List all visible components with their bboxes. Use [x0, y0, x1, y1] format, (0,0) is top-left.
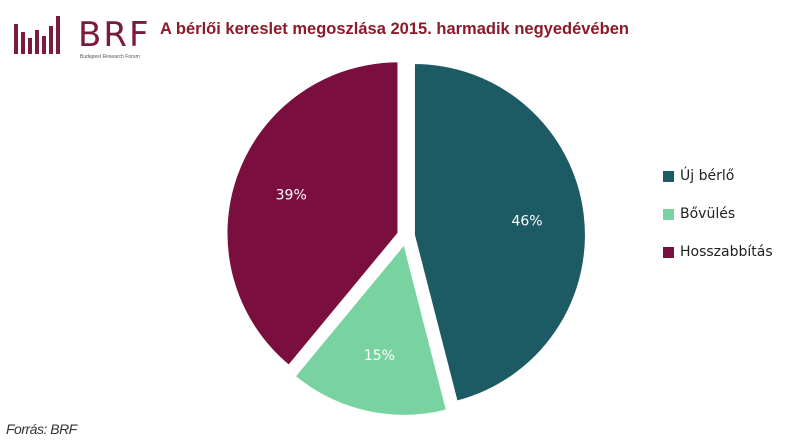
slice-data-label-1: 46% — [511, 214, 542, 230]
brf-logo: BRF Budapest Research Forum — [14, 10, 154, 60]
legend-label: Bővülés — [680, 206, 736, 222]
slice-data-label-2: 15% — [364, 348, 395, 364]
legend-item-3: Hosszabbítás — [663, 244, 773, 260]
logo-bars-icon — [14, 16, 60, 54]
pie-slice-2 — [293, 241, 449, 417]
pie-slice-3 — [225, 60, 400, 368]
legend-label: Új bérlő — [680, 168, 735, 184]
source-note: Forrás: BRF — [6, 421, 77, 437]
legend: Új bérlő Bővülés Hosszabbítás — [663, 168, 773, 282]
legend-swatch — [663, 170, 674, 182]
pie-slice-1 — [412, 61, 587, 403]
legend-swatch — [663, 246, 674, 258]
legend-item-2: Bővülés — [663, 206, 773, 222]
legend-item-1: Új bérlő — [663, 168, 773, 184]
slice-data-label-3: 39% — [276, 188, 307, 204]
legend-label: Hosszabbítás — [680, 244, 773, 260]
legend-swatch — [663, 208, 674, 220]
chart-title: A bérlői kereslet megoszlása 2015. harma… — [160, 20, 629, 38]
logo-subtitle: Budapest Research Forum — [80, 54, 140, 60]
logo-text: BRF — [78, 15, 151, 55]
